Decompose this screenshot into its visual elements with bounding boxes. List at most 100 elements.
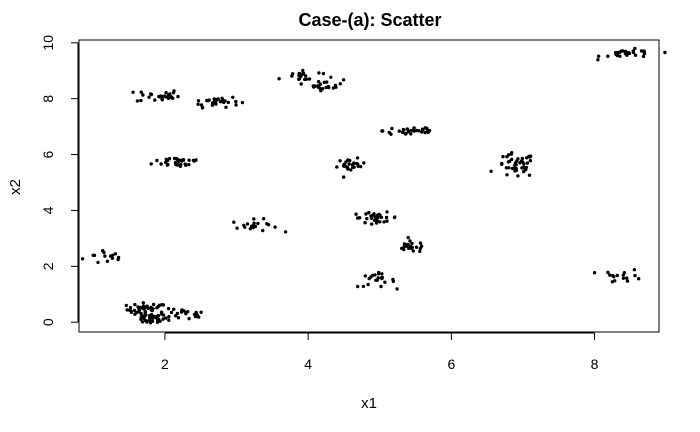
y-axis: 0 2 4 6 8 10 <box>40 35 79 326</box>
data-point <box>141 306 145 311</box>
data-point <box>410 241 414 246</box>
data-point <box>615 51 620 55</box>
data-point <box>625 279 630 283</box>
data-point <box>411 249 415 253</box>
data-point <box>506 153 511 157</box>
data-point <box>194 310 198 315</box>
data-point <box>161 303 166 307</box>
data-point <box>103 254 107 258</box>
x-tick-label: 8 <box>591 356 599 372</box>
data-point <box>192 159 197 163</box>
data-point <box>510 151 514 155</box>
data-point <box>639 49 644 53</box>
data-point <box>216 97 220 101</box>
data-point <box>606 270 610 275</box>
data-point <box>374 221 379 225</box>
data-point <box>125 308 129 312</box>
data-point <box>418 249 422 254</box>
data-point <box>631 49 635 53</box>
x-tick-label: 2 <box>161 356 169 372</box>
data-point <box>592 271 597 275</box>
data-point <box>124 303 128 308</box>
data-point <box>518 161 522 165</box>
data-point <box>342 175 346 179</box>
data-point <box>316 85 321 90</box>
data-point <box>242 223 246 227</box>
data-point <box>362 161 366 165</box>
data-point <box>384 215 389 220</box>
data-point <box>366 282 370 287</box>
data-point <box>91 253 95 257</box>
data-point <box>425 126 429 131</box>
data-point <box>169 310 174 315</box>
data-point <box>248 227 252 231</box>
data-point <box>324 85 328 90</box>
data-point <box>379 284 383 289</box>
x-tick-label: 4 <box>304 356 312 372</box>
data-point <box>321 87 325 91</box>
data-point <box>165 163 170 167</box>
data-point <box>301 72 305 76</box>
data-point <box>111 253 115 257</box>
data-point <box>426 130 430 134</box>
data-point <box>166 306 171 311</box>
data-point <box>256 221 260 226</box>
data-point <box>633 46 637 51</box>
y-tick-label: 4 <box>40 206 56 214</box>
data-point <box>613 279 617 283</box>
data-point <box>311 84 315 88</box>
data-point <box>615 273 619 278</box>
data-point <box>354 212 358 216</box>
data-point <box>149 162 153 166</box>
data-point <box>172 89 176 93</box>
data-point <box>265 222 269 226</box>
data-point <box>501 154 505 159</box>
y-tick-label: 0 <box>40 318 56 326</box>
data-point <box>224 105 228 110</box>
data-point <box>412 129 416 133</box>
data-point <box>513 163 517 167</box>
data-point <box>507 166 511 170</box>
data-point <box>409 132 413 136</box>
data-point <box>621 273 625 277</box>
data-point <box>514 168 519 173</box>
data-point <box>395 287 399 291</box>
data-point <box>231 95 235 100</box>
data-point <box>626 51 631 55</box>
data-point <box>160 97 164 101</box>
data-point <box>344 164 348 169</box>
data-point <box>415 128 419 133</box>
data-point <box>113 252 118 256</box>
data-point <box>400 246 404 250</box>
data-point <box>160 312 164 316</box>
data-point <box>528 155 532 159</box>
data-point <box>633 53 638 57</box>
data-point <box>290 74 294 78</box>
data-point <box>351 165 355 169</box>
data-point <box>151 302 156 307</box>
data-point <box>596 58 600 62</box>
data-point <box>318 82 323 86</box>
data-point <box>252 221 256 225</box>
data-point <box>297 73 301 78</box>
data-point <box>393 215 397 219</box>
data-point <box>133 302 137 307</box>
data-point <box>522 169 526 174</box>
data-points <box>80 46 667 325</box>
chart-title: Case-(a): Scatter <box>298 10 441 30</box>
data-point <box>141 301 145 305</box>
data-point <box>344 160 348 164</box>
data-point <box>252 217 256 221</box>
data-point <box>335 165 339 169</box>
data-point <box>317 71 321 75</box>
data-point <box>355 156 360 160</box>
data-point <box>167 315 171 319</box>
data-point <box>512 166 516 170</box>
data-point <box>383 280 387 284</box>
data-point <box>141 93 145 97</box>
data-point <box>376 272 381 276</box>
data-point <box>338 159 342 163</box>
y-tick-label: 10 <box>40 35 56 51</box>
data-point <box>333 83 338 88</box>
data-point <box>321 71 326 76</box>
